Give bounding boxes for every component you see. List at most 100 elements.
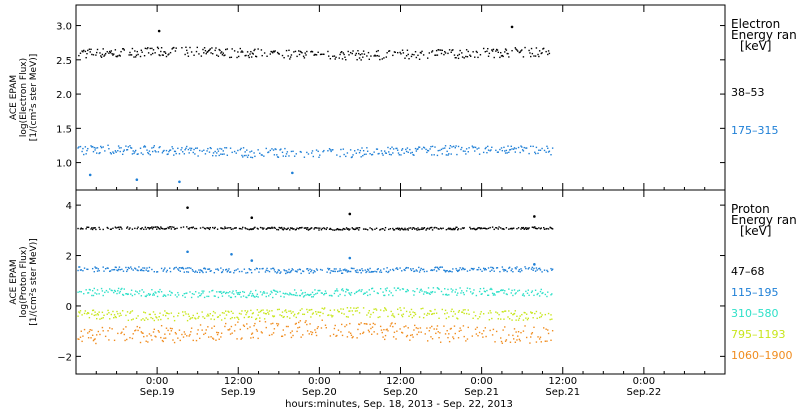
data-point-proton-2 [406, 288, 409, 291]
data-point-proton-0 [451, 228, 453, 230]
data-point-proton-3 [385, 309, 388, 311]
data-point-proton-2 [131, 294, 134, 297]
data-point-proton-0 [501, 228, 504, 230]
data-point-proton-0 [448, 228, 451, 230]
data-point-electron-0 [386, 52, 388, 54]
data-point-proton-3 [396, 308, 399, 310]
data-point-proton-0 [418, 228, 421, 231]
data-point-proton-4 [396, 330, 398, 332]
data-point-proton-3 [117, 313, 119, 315]
data-point-proton-3 [391, 314, 393, 317]
data-point-electron-0 [173, 46, 175, 49]
data-point-proton-2 [87, 292, 90, 294]
data-point-electron-1 [85, 153, 87, 155]
data-point-proton-4 [514, 341, 517, 343]
data-point-proton-0 [207, 227, 210, 230]
data-point-proton-4 [413, 329, 415, 331]
data-point-electron-1 [460, 148, 462, 151]
data-point-proton-4 [466, 338, 469, 340]
data-point-proton-1 [512, 270, 514, 273]
data-point-proton-0 [242, 226, 244, 229]
data-point-electron-0 [323, 53, 325, 56]
data-point-electron-0 [113, 53, 115, 55]
data-point-proton-3 [194, 318, 197, 320]
data-point-proton-4 [390, 323, 392, 325]
data-point-proton-0 [77, 227, 79, 230]
data-point-electron-0 [146, 47, 148, 50]
data-point-electron-1 [417, 148, 419, 150]
data-point-proton-3 [331, 316, 333, 318]
data-point-electron-1 [148, 150, 151, 152]
data-point-proton-1 [141, 269, 143, 272]
data-point-proton-2 [501, 289, 504, 292]
data-point-proton-2 [89, 289, 91, 291]
data-point-electron-1 [525, 147, 527, 149]
data-point-proton-4 [352, 336, 354, 338]
data-point-proton-2 [371, 287, 374, 290]
data-point-proton-2 [83, 292, 85, 295]
data-point-proton-2 [296, 294, 298, 297]
data-point-proton-1 [481, 270, 483, 272]
data-point-proton-1 [111, 269, 113, 271]
data-point-proton-3 [231, 316, 233, 319]
data-point-electron-1 [456, 153, 458, 156]
data-point-electron-1 [406, 147, 409, 149]
data-point-proton-1 [302, 270, 305, 273]
data-point-proton-3 [345, 315, 348, 318]
data-point-proton-2 [105, 289, 108, 292]
data-point-proton-1 [202, 271, 204, 274]
data-point-proton-2 [544, 293, 547, 296]
data-point-proton-0 [520, 228, 522, 230]
data-point-electron-0 [482, 47, 485, 50]
data-point-electron-0 [203, 47, 206, 49]
data-point-proton-2 [384, 294, 386, 297]
data-point-proton-0 [397, 228, 400, 231]
data-point-proton-0 [315, 227, 317, 229]
data-point-proton-2 [427, 292, 429, 294]
data-point-proton-0 [119, 226, 121, 228]
data-point-proton-3 [267, 313, 270, 315]
data-point-proton-0 [489, 226, 491, 229]
data-point-electron-0 [152, 49, 155, 51]
data-point-electron-0 [511, 49, 513, 52]
data-point-proton-4 [433, 328, 435, 330]
data-point-electron-1 [201, 150, 203, 152]
data-point-proton-1 [265, 269, 267, 271]
data-point-proton-2 [346, 289, 349, 291]
data-point-proton-2 [259, 291, 262, 293]
data-point-electron-1 [398, 154, 401, 156]
data-point-proton-3 [238, 312, 241, 315]
data-point-proton-4 [125, 326, 127, 328]
data-point-proton-2 [91, 289, 94, 292]
data-point-electron-0 [85, 56, 87, 59]
data-point-proton-2 [272, 296, 274, 299]
data-point-electron-1 [210, 147, 212, 150]
data-point-proton-3 [438, 317, 440, 319]
data-point-proton-3 [288, 310, 290, 312]
data-point-proton-2 [182, 294, 184, 297]
data-point-electron-0 [376, 54, 379, 57]
data-point-proton-0 [469, 228, 472, 230]
data-point-proton-1 [274, 271, 276, 273]
data-point-proton-3 [357, 306, 359, 309]
data-point-proton-1 [326, 271, 328, 273]
data-point-electron-1 [276, 154, 278, 156]
data-point-proton-0 [180, 226, 182, 229]
data-point-proton-3 [318, 311, 320, 314]
data-point-proton-2 [223, 291, 225, 293]
data-point-proton-1 [181, 267, 183, 269]
data-point-proton-1 [519, 271, 521, 273]
data-point-proton-3 [332, 315, 334, 317]
data-point-proton-4 [484, 327, 486, 329]
data-points [77, 25, 554, 345]
data-point-proton-2 [427, 287, 430, 289]
data-point-proton-3 [98, 311, 100, 313]
data-point-proton-2 [302, 296, 305, 298]
data-point-proton-2 [312, 296, 315, 298]
data-point-proton-1 [350, 267, 353, 269]
data-point-electron-1 [485, 146, 487, 149]
data-point-proton-1 [237, 268, 239, 270]
data-point-proton-0 [512, 227, 514, 230]
data-point-proton-4 [316, 327, 319, 330]
data-point-proton-4 [389, 325, 392, 327]
